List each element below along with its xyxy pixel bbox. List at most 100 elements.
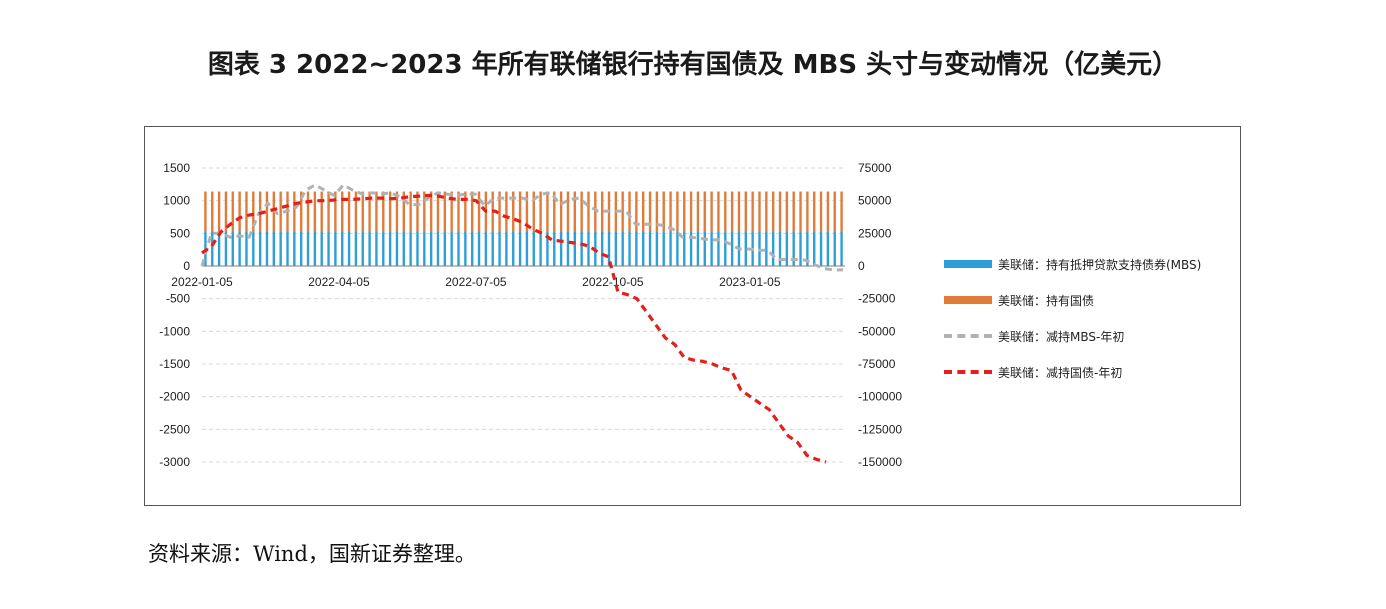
bar-treasury (375, 191, 378, 233)
bar-mbs (361, 232, 364, 266)
x-tick-label: 2023-01-05 (719, 275, 781, 289)
y-left-tick-label: -2000 (159, 390, 190, 404)
bar-mbs (696, 232, 700, 266)
bar-treasury (703, 191, 706, 233)
bar-mbs (826, 232, 830, 266)
bar-treasury (765, 191, 768, 233)
bar-mbs (388, 232, 392, 266)
bar-treasury (368, 191, 371, 233)
bar-treasury (662, 191, 665, 233)
bar-mbs (724, 232, 727, 266)
bar-treasury (676, 191, 679, 233)
y-right-tick-label: 75000 (858, 161, 892, 175)
bar-mbs (799, 232, 802, 266)
x-tick-label: 2022-07-05 (445, 275, 507, 289)
bar-mbs (382, 232, 385, 266)
bar-treasury (826, 191, 830, 233)
bar-mbs (272, 232, 276, 266)
bar-mbs (341, 232, 344, 266)
bar-treasury (642, 191, 645, 233)
bar-mbs (395, 232, 399, 266)
bar-mbs (819, 232, 823, 266)
bar-treasury (347, 191, 351, 233)
bar-treasury (587, 191, 590, 233)
bar-mbs (457, 232, 460, 266)
bar-treasury (238, 191, 241, 233)
bar-treasury (532, 191, 535, 233)
bar-mbs (450, 232, 453, 266)
legend-label-dmbs: 美联储：减持MBS-年初 (998, 329, 1125, 344)
bar-treasury (217, 191, 221, 233)
bar-treasury (813, 191, 816, 233)
bar-mbs (669, 232, 672, 266)
bar-mbs (683, 232, 686, 266)
bar-mbs (245, 232, 248, 266)
y-right-tick-label: -25000 (858, 292, 896, 306)
bar-mbs (518, 232, 522, 266)
bar-mbs (525, 232, 529, 266)
bar-treasury (211, 191, 214, 233)
bar-mbs (813, 232, 816, 266)
bar-mbs (676, 232, 679, 266)
bar-treasury (204, 191, 207, 233)
legend-swatch-dmbs (944, 334, 992, 338)
bar-mbs (286, 232, 289, 266)
x-tick-label: 2022-04-05 (308, 275, 370, 289)
legend-swatch-dtreasury (944, 370, 992, 374)
bar-treasury (457, 191, 460, 233)
bar-mbs (368, 232, 371, 266)
bar-mbs (238, 232, 241, 266)
bar-treasury (470, 191, 474, 233)
bar-mbs (505, 232, 508, 266)
bar-treasury (573, 191, 577, 233)
bar-mbs (464, 232, 467, 266)
y-right-tick-label: 50000 (858, 194, 892, 208)
bar-treasury (450, 191, 453, 233)
legend-label-dtreasury: 美联储：减持国债-年初 (998, 365, 1123, 380)
bar-mbs (327, 232, 330, 266)
bar-treasury (252, 191, 255, 233)
bar-mbs (833, 232, 836, 266)
bar-mbs (231, 232, 234, 266)
bar-mbs (771, 232, 775, 266)
y-right-tick-label: 0 (858, 259, 865, 273)
bar-treasury (409, 191, 412, 233)
bar-mbs (717, 232, 720, 266)
bar-treasury (512, 191, 515, 233)
bar-treasury (443, 191, 447, 233)
bar-treasury (320, 191, 323, 233)
bar-mbs (354, 232, 358, 266)
bar-mbs (409, 232, 412, 266)
legend-label-mbs: 美联储：持有抵押贷款支持债券(MBS) (998, 257, 1202, 272)
bar-treasury (833, 191, 836, 233)
bar-treasury (341, 191, 344, 233)
legend-item-dmbs: 美联储：减持MBS-年初 (944, 318, 1201, 354)
bar-treasury (771, 191, 775, 233)
bar-treasury (224, 191, 228, 233)
bar-treasury (327, 191, 330, 233)
bar-mbs (347, 232, 351, 266)
bar-treasury (423, 191, 426, 233)
bar-mbs (224, 232, 228, 266)
bar-treasury (628, 191, 631, 233)
bar-treasury (464, 191, 467, 233)
bar-treasury (683, 191, 686, 233)
legend: 美联储：持有抵押贷款支持债券(MBS) 美联储：持有国债 美联储：减持MBS-年… (944, 246, 1201, 390)
bar-mbs (258, 232, 262, 266)
bar-treasury (306, 191, 310, 233)
bar-mbs (566, 232, 570, 266)
bar-treasury (354, 191, 358, 233)
bar-mbs (429, 232, 433, 266)
bar-mbs (299, 232, 303, 266)
bar-treasury (539, 191, 542, 233)
x-tick-label: 2022-01-05 (171, 275, 233, 289)
bar-treasury (696, 191, 700, 233)
bar-mbs (573, 232, 577, 266)
bar-treasury (758, 191, 761, 233)
bar-mbs (600, 232, 604, 266)
bar-treasury (477, 191, 481, 233)
legend-item-treasury: 美联储：持有国债 (944, 282, 1201, 318)
bar-treasury (730, 191, 734, 233)
y-left-tick-label: -3000 (159, 455, 190, 469)
